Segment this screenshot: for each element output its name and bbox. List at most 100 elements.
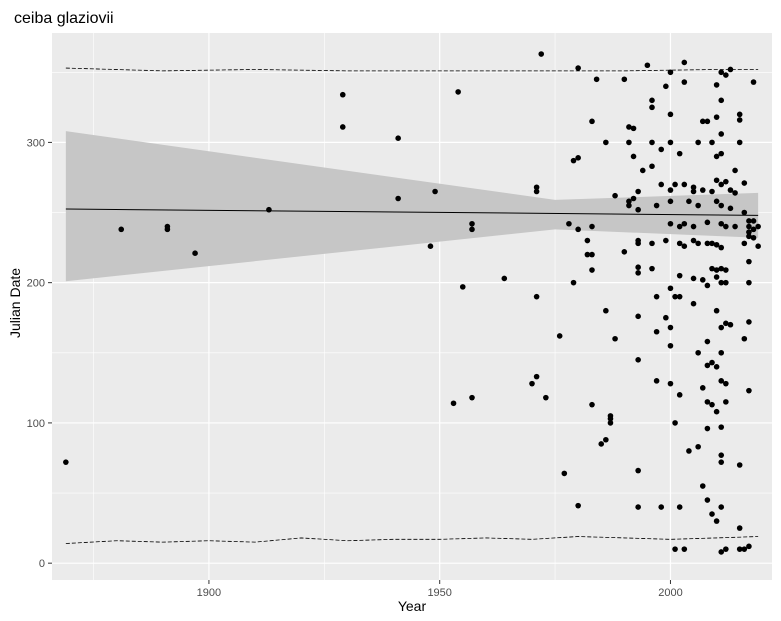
data-point — [626, 139, 632, 146]
data-point — [395, 195, 401, 202]
data-point — [718, 424, 725, 430]
data-point — [718, 244, 725, 251]
data-point — [649, 139, 655, 146]
data-point — [746, 229, 752, 235]
data-point — [501, 275, 508, 282]
data-point — [709, 188, 715, 195]
data-point — [649, 265, 655, 272]
data-point — [709, 240, 715, 247]
data-point — [575, 155, 581, 161]
data-point — [699, 483, 706, 489]
confidence-band — [65, 131, 759, 282]
data-point — [192, 250, 198, 257]
data-point — [713, 177, 720, 184]
data-point — [699, 118, 706, 125]
data-point — [723, 399, 729, 405]
data-point — [450, 400, 457, 407]
data-point — [699, 187, 706, 193]
data-point — [713, 518, 720, 524]
data-point — [704, 219, 711, 226]
data-point — [649, 240, 655, 247]
data-point — [639, 167, 646, 174]
data-point — [533, 293, 540, 300]
data-point — [723, 178, 729, 185]
data-point — [741, 209, 748, 216]
data-point — [543, 394, 549, 401]
data-point — [667, 187, 674, 193]
data-point — [746, 223, 752, 230]
data-point — [663, 314, 669, 321]
data-point — [727, 187, 734, 193]
dashed-band-layer — [65, 67, 759, 544]
data-point — [746, 279, 752, 286]
data-point — [704, 338, 711, 345]
data-point — [681, 59, 688, 66]
data-point — [603, 436, 609, 443]
data-point — [686, 448, 692, 454]
data-point — [681, 546, 688, 552]
data-point — [575, 226, 581, 233]
data-point — [667, 111, 674, 118]
data-point — [635, 206, 641, 213]
data-point — [607, 420, 614, 426]
data-point — [561, 470, 568, 477]
data-point — [672, 181, 678, 188]
data-point — [589, 251, 595, 258]
data-point — [676, 293, 683, 300]
data-point — [621, 76, 628, 83]
data-point — [635, 313, 641, 320]
data-point — [676, 504, 683, 510]
trend-line — [65, 208, 759, 216]
data-point — [630, 153, 637, 160]
data-point — [727, 205, 734, 212]
data-point — [630, 125, 637, 132]
data-point — [713, 198, 720, 205]
data-point — [635, 467, 641, 474]
data-point — [718, 131, 725, 137]
data-point — [723, 380, 729, 387]
data-point — [690, 300, 697, 307]
data-point — [690, 275, 697, 282]
data-point — [704, 118, 711, 125]
data-point — [741, 335, 748, 342]
data-point — [690, 188, 697, 195]
data-point — [432, 188, 438, 195]
data-point — [681, 181, 688, 188]
data-point — [746, 543, 752, 550]
data-point — [713, 153, 720, 160]
data-point — [704, 362, 711, 369]
y-tick-label: 0 — [39, 558, 45, 570]
data-point — [727, 66, 734, 73]
data-point — [676, 150, 683, 157]
data-point — [718, 150, 725, 157]
data-point — [635, 240, 641, 247]
data-point — [723, 546, 729, 552]
data-point — [644, 62, 651, 69]
data-point — [575, 502, 581, 509]
data-point — [713, 408, 720, 415]
data-point — [681, 220, 688, 227]
data-point — [672, 420, 678, 426]
y-tick-label: 100 — [27, 418, 45, 430]
data-point — [459, 284, 466, 290]
data-point — [718, 349, 725, 356]
data-point — [750, 79, 757, 85]
data-point — [723, 279, 729, 286]
data-point — [118, 226, 125, 233]
data-point — [635, 356, 641, 363]
data-point — [584, 237, 591, 244]
data-point — [653, 293, 660, 300]
data-point — [667, 69, 674, 76]
data-point — [746, 218, 752, 224]
data-point — [681, 243, 688, 249]
data-point — [746, 233, 752, 240]
x-axis-title: Year — [398, 598, 427, 614]
data-point — [533, 184, 540, 191]
data-point — [469, 220, 475, 227]
data-point — [395, 135, 401, 141]
data-point — [718, 504, 725, 510]
data-point — [695, 139, 701, 146]
data-point — [736, 117, 743, 123]
data-point — [635, 264, 641, 271]
data-point — [533, 373, 540, 380]
